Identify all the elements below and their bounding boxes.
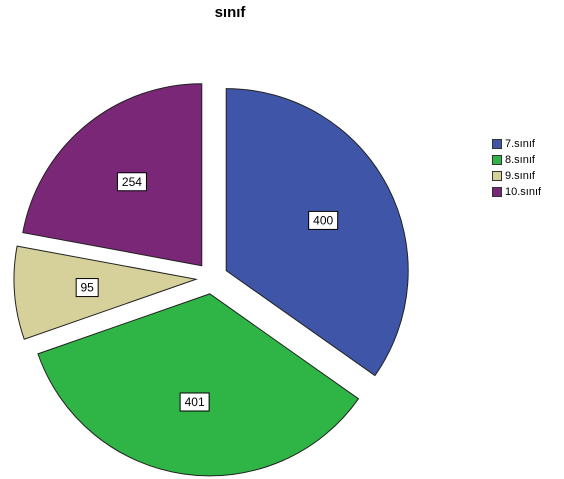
data-label-text: 400 xyxy=(313,213,333,227)
data-label: 254 xyxy=(116,172,147,192)
data-label-text: 95 xyxy=(80,281,94,295)
data-label-text: 401 xyxy=(185,395,205,409)
legend-item-9-sinif: 9.sınıf xyxy=(492,168,541,184)
legend-item-8-sinif: 8.sınıf xyxy=(492,152,541,168)
data-label-box xyxy=(308,210,339,230)
legend-swatch xyxy=(492,139,502,149)
legend-label: 8.sınıf xyxy=(505,154,535,166)
chart-title: sınıf xyxy=(214,4,246,21)
legend-label: 7.sınıf xyxy=(505,138,535,150)
legend-swatch xyxy=(492,187,502,197)
data-label: 95 xyxy=(75,278,99,298)
legend-label: 10.sınıf xyxy=(505,186,542,198)
data-label: 401 xyxy=(179,392,210,412)
data-label-box xyxy=(75,278,99,298)
legend: 7.sınıf 8.sınıf 9.sınıf 10.sınıf xyxy=(492,136,541,200)
legend-swatch xyxy=(492,155,502,165)
data-label-text: 254 xyxy=(122,175,142,189)
legend-item-7-sinif: 7.sınıf xyxy=(492,136,541,152)
legend-label: 9.sınıf xyxy=(505,170,535,182)
data-label-box xyxy=(179,392,210,412)
data-label-box xyxy=(116,172,147,192)
legend-item-10-sinif: 10.sınıf xyxy=(492,184,541,200)
pie-slice-8-s-n-f xyxy=(37,293,360,477)
data-label: 400 xyxy=(308,210,339,230)
pie-slice-7-s-n-f xyxy=(225,88,409,377)
pie-slice-10-s-n-f xyxy=(22,83,203,267)
legend-swatch xyxy=(492,171,502,181)
pie-slice-9-s-n-f xyxy=(13,245,198,340)
